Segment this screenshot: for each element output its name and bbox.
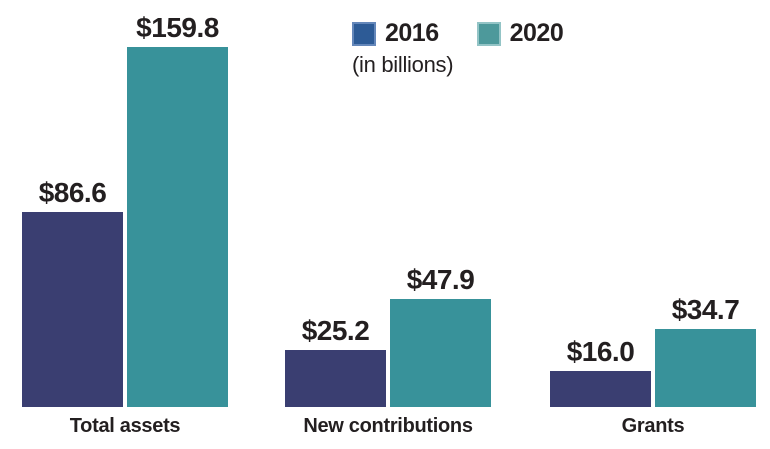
legend-label-2020: 2020: [509, 19, 564, 47]
value-label-2020-grants: $34.7: [671, 294, 740, 325]
value-label-2016-new-contributions: $25.2: [301, 315, 370, 346]
legend-swatch-2020: [476, 21, 501, 46]
value-label-2020-total-assets: $159.8: [136, 12, 219, 43]
value-label-2016-total-assets: $86.6: [38, 177, 107, 208]
legend-item-2016: 2016: [352, 21, 439, 46]
legend-item-2020: 2020: [476, 19, 564, 47]
category-label-total-assets: Total assets: [69, 415, 181, 437]
legend-row: 2016 2020: [352, 19, 564, 47]
bar-2016-grants: [550, 371, 651, 407]
bar-2020-new-contributions: [390, 299, 491, 407]
bar-2020-grants: [655, 329, 756, 407]
chart-legend: 2016 2020 (in billions): [352, 19, 564, 77]
bar-2016-new-contributions: [285, 350, 386, 407]
legend-swatch-2016: [352, 21, 376, 46]
legend-unit-note: (in billions): [352, 52, 454, 77]
bar-2020-total-assets: [127, 47, 228, 407]
category-label-new-contributions: New contributions: [303, 415, 473, 437]
value-label-2020-new-contributions: $47.9: [406, 264, 475, 295]
value-label-2016-grants: $16.0: [566, 336, 635, 367]
legend-label-2016: 2016: [385, 19, 439, 47]
bar-2016-total-assets: [22, 212, 123, 407]
category-label-grants: Grants: [621, 415, 685, 437]
